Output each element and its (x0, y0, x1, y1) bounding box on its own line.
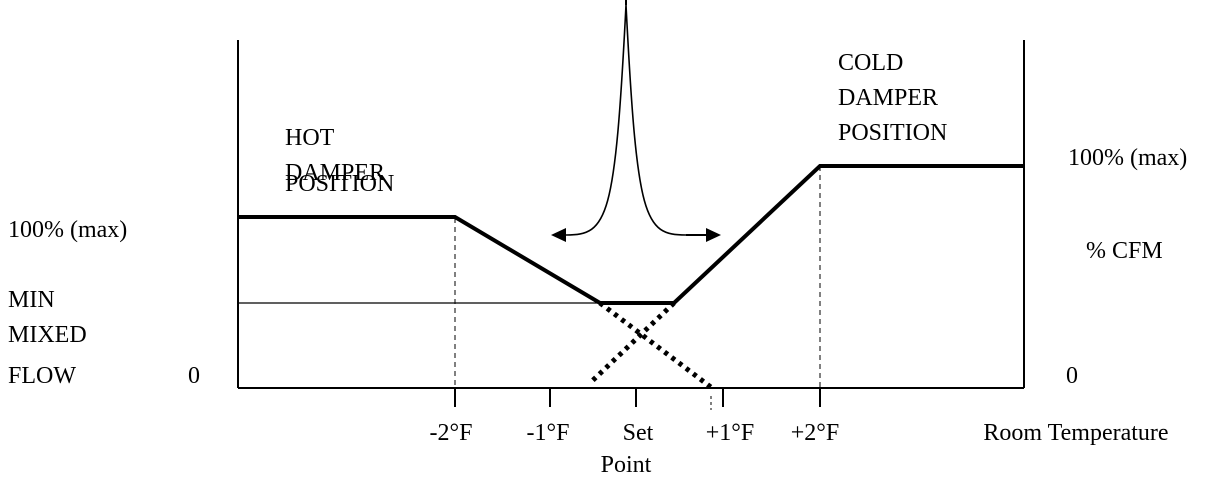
min-mixed-flow-line-1: MIN (8, 287, 55, 313)
x-tick-label-plus-1: +1°F (706, 420, 754, 446)
cold-damper-label-line-2: DAMPER (838, 85, 938, 111)
left-arrow-head (551, 228, 566, 242)
left-zero-label: 0 (188, 363, 200, 389)
x-tick-label-minus-1: -1°F (527, 420, 570, 446)
x-axis-title: Room Temperature (983, 420, 1168, 446)
hot-damper-label-line-3-visible: POSITION (285, 171, 394, 197)
damper-position-curve (238, 164, 1024, 305)
right-unit-label: % CFM (1086, 238, 1163, 264)
set-point-label-line-2: Point (601, 452, 652, 478)
cold-damper-label-line-3: POSITION (838, 120, 947, 146)
right-max-label: 100% (max) (1068, 145, 1187, 171)
right-arrow-head (706, 228, 721, 242)
cold-damper-label-line-1: COLD (838, 50, 903, 76)
min-mixed-flow-line-2: MIXED (8, 322, 87, 348)
set-point-peak-curve (565, 4, 687, 236)
hot-damper-label-line-1: HOT (285, 125, 335, 151)
min-mixed-flow-line-3: FLOW (8, 363, 76, 389)
x-tick-label-minus-2: -2°F (430, 420, 473, 446)
left-max-label: 100% (max) (8, 217, 127, 243)
cold-damper-dotted-extension (588, 301, 676, 385)
hot-damper-label-line-2: DAMPER (285, 160, 385, 186)
x-tick-label-set: Set (623, 420, 654, 446)
right-zero-label: 0 (1066, 363, 1078, 389)
x-tick-label-plus-2: +2°F (791, 420, 839, 446)
hot-damper-dotted-extension (598, 301, 714, 390)
